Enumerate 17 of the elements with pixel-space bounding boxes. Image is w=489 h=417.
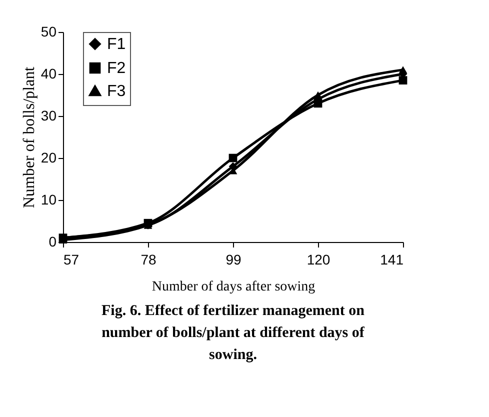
x-tick-label: 120 xyxy=(306,252,330,268)
caption: Fig. 6. Effect of fertilizer management on number of bolls/plant at different days of sowing. xyxy=(102,303,366,363)
x-tick-label: 57 xyxy=(64,252,80,268)
legend-label: F1 xyxy=(107,36,126,53)
y-axis-title: Number of bolls/plant xyxy=(20,66,38,208)
legend-label: F3 xyxy=(107,83,126,100)
legend-label: F2 xyxy=(107,60,126,77)
x-tick-label: 141 xyxy=(380,252,404,268)
x-axis-title: Number of days after sowing xyxy=(152,280,316,294)
x-tick-label: 78 xyxy=(140,252,156,268)
y-tick-label: 10 xyxy=(40,192,57,208)
x-tick-label: 99 xyxy=(226,252,242,268)
y-tick-label: 0 xyxy=(48,234,57,250)
y-tick-label: 40 xyxy=(40,66,57,82)
y-tick-label: 30 xyxy=(40,108,57,124)
y-tick-label: 50 xyxy=(40,24,57,40)
y-tick-label: 20 xyxy=(40,150,57,166)
